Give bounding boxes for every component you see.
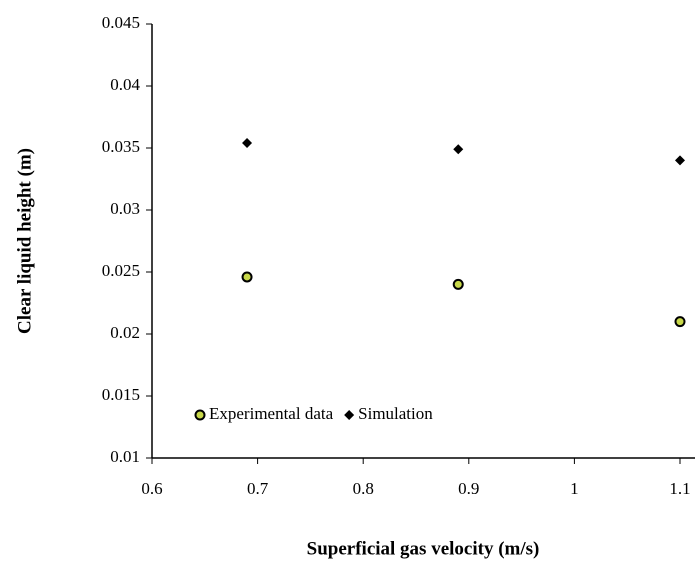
legend-label: Experimental data — [209, 404, 334, 423]
legend-marker — [194, 409, 206, 421]
x-tick-label: 0.7 — [247, 479, 269, 498]
data-point — [241, 271, 253, 283]
y-tick-label: 0.02 — [110, 323, 140, 342]
x-tick-label: 0.6 — [141, 479, 162, 498]
data-point — [242, 138, 253, 149]
x-tick-label: 1 — [570, 479, 579, 498]
y-tick-label: 0.04 — [110, 75, 140, 94]
y-tick-label: 0.035 — [102, 137, 140, 156]
y-tick-label: 0.01 — [110, 447, 140, 466]
y-tick-label: 0.015 — [102, 385, 140, 404]
legend-label: Simulation — [358, 404, 433, 423]
data-point — [675, 155, 685, 166]
x-tick-label: 0.8 — [353, 479, 374, 498]
legend-marker — [344, 410, 355, 420]
x-axis-label: Superficial gas velocity (m/s) — [307, 538, 540, 559]
y-tick-label: 0.03 — [110, 199, 140, 218]
y-axis-label: Clear liquid height (m) — [14, 148, 35, 334]
x-tick-label: 0.9 — [458, 479, 479, 498]
data-point — [674, 316, 686, 328]
data-point — [453, 144, 464, 155]
data-point — [452, 278, 464, 290]
y-tick-label: 0.025 — [102, 261, 140, 280]
y-tick-label: 0.045 — [102, 13, 140, 32]
x-tick-label: 1.1 — [669, 479, 690, 498]
